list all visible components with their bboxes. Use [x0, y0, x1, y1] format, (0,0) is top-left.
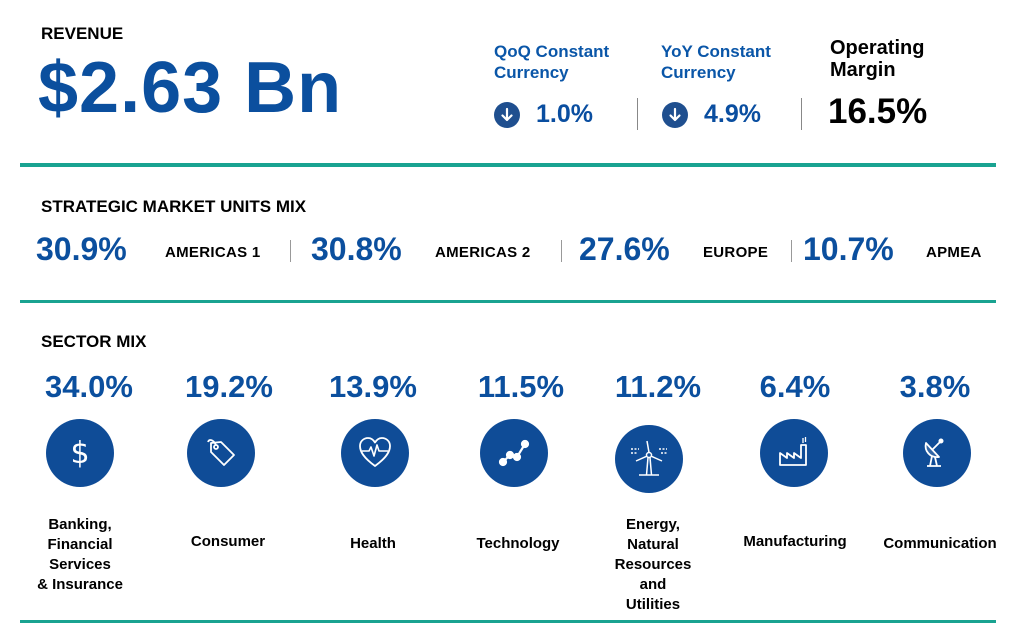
- qoq-title-line2: Currency: [494, 63, 569, 82]
- smu-divider: [561, 240, 562, 262]
- sector-label: SECTOR MIX: [41, 332, 147, 351]
- yoy-value: 4.9%: [704, 100, 761, 128]
- sector-pct: 34.0%: [45, 369, 133, 404]
- smu-name: APMEA: [926, 244, 982, 261]
- yoy-title-line1: YoY Constant: [661, 42, 771, 61]
- arrow-down-circle-icon: [494, 101, 520, 128]
- svg-text:$: $: [70, 436, 89, 471]
- qoq-value: 1.0%: [536, 100, 593, 128]
- sector-pct: 3.8%: [899, 369, 971, 404]
- qoq-value-row: 1.0%: [494, 100, 593, 129]
- sector-name-line: & Insurance: [37, 576, 123, 593]
- section-divider: [20, 163, 996, 167]
- kpi-divider: [637, 98, 638, 130]
- sector-name: Consumer: [153, 532, 303, 552]
- sector-name-line: Health: [350, 535, 396, 552]
- revenue-value: $2.63 Bn: [38, 48, 343, 128]
- sector-name-line: Technology: [476, 535, 560, 552]
- smu-pct: 10.7%: [803, 231, 894, 267]
- sector-name: Health: [298, 534, 448, 554]
- qoq-title-line1: QoQ Constant: [494, 42, 610, 61]
- section-divider: [20, 300, 996, 303]
- sector-name: Manufacturing: [720, 532, 870, 552]
- sector-name-line: Resources: [614, 556, 692, 573]
- yoy-value-row: 4.9%: [662, 100, 761, 129]
- sector-pct: 11.2%: [614, 369, 702, 404]
- smu-name: EUROPE: [703, 244, 769, 261]
- section-divider: [20, 620, 996, 623]
- sector-name-line: Utilities: [625, 596, 681, 613]
- sector-name-line: Financial: [47, 536, 113, 553]
- sector-name-line: and: [639, 576, 667, 593]
- heart-pulse-icon: [341, 419, 409, 487]
- yoy-title-line2: Currency: [661, 63, 736, 82]
- factory-icon: [760, 419, 828, 487]
- sector-name: Technology: [443, 534, 593, 554]
- line-chart-icon: [480, 419, 548, 487]
- wind-turbine-icon: [615, 425, 683, 493]
- price-tag-icon: [187, 419, 255, 487]
- sector-name-line: Services: [49, 556, 111, 573]
- revenue-label: REVENUE: [41, 24, 124, 43]
- operating-margin-title-line1: Operating: [830, 37, 925, 59]
- kpi-divider: [801, 98, 802, 130]
- sector-name-line: Manufacturing: [743, 533, 847, 550]
- smu-name: AMERICAS 2: [435, 244, 531, 261]
- sector-pct: 6.4%: [759, 369, 831, 404]
- dollar-icon: $: [46, 419, 114, 487]
- sector-name-line: Consumer: [190, 533, 266, 550]
- sector-name-line: Natural: [627, 536, 679, 553]
- sector-name: Banking, Financial Services & Insurance: [5, 515, 155, 595]
- sector-pct: 13.9%: [329, 369, 417, 404]
- sector-name-line: Energy,: [626, 516, 680, 533]
- sector-name-line: Communication: [883, 535, 997, 552]
- smu-name: AMERICAS 1: [165, 244, 261, 261]
- qoq-title: QoQ Constant Currency: [494, 41, 609, 83]
- smu-pct: 27.6%: [579, 231, 670, 267]
- sector-name-line: Banking,: [48, 516, 112, 533]
- satellite-dish-icon: [903, 419, 971, 487]
- smu-pct: 30.9%: [36, 231, 127, 267]
- yoy-title: YoY Constant Currency: [661, 41, 771, 83]
- operating-margin-value: 16.5%: [828, 92, 928, 131]
- arrow-down-circle-icon: [662, 101, 688, 128]
- sector-pct: 19.2%: [185, 369, 273, 404]
- smu-divider: [290, 240, 291, 262]
- sector-pct: 11.5%: [477, 369, 565, 404]
- sector-name: Energy, Natural Resources and Utilities: [578, 515, 728, 615]
- smu-label: STRATEGIC MARKET UNITS MIX: [41, 197, 307, 216]
- operating-margin-title: Operating Margin: [830, 37, 924, 81]
- sector-name: Communication: [865, 534, 1015, 554]
- operating-margin-title-line2: Margin: [830, 59, 896, 81]
- smu-divider: [791, 240, 792, 262]
- smu-pct: 30.8%: [311, 231, 402, 267]
